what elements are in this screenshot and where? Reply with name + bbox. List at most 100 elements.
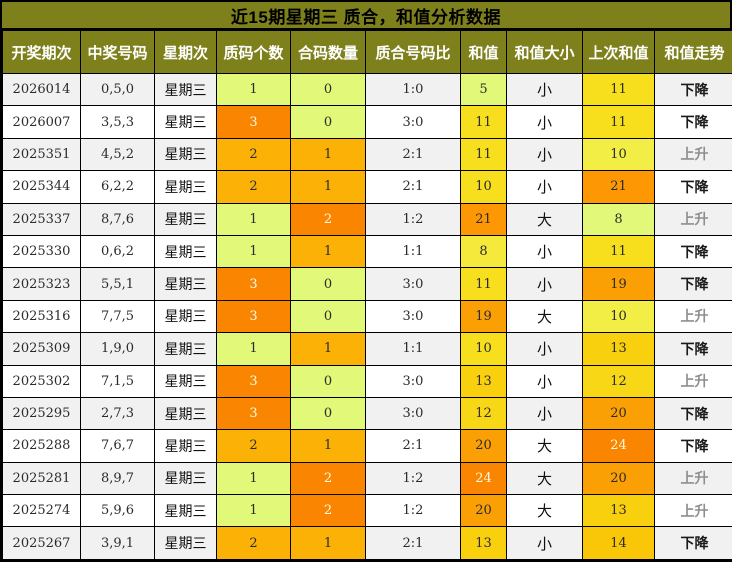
winning-numbers-cell: 7,6,7 — [80, 429, 155, 463]
column-header-1: 中奖号码 — [80, 30, 155, 74]
sum-size-cell: 小 — [506, 396, 583, 431]
sum-size-cell: 大 — [506, 494, 583, 528]
winning-numbers-cell: 8,7,6 — [80, 202, 155, 236]
weekday-cell: 星期三 — [154, 461, 217, 496]
draw-period-cell: 2025274 — [2, 494, 81, 528]
sum-trend-cell: 上升 — [654, 461, 732, 496]
prime-composite-ratio-cell: 2:1 — [365, 526, 461, 560]
column-header-5: 质合号码比 — [365, 30, 461, 74]
sum-trend-cell: 下降 — [654, 429, 732, 463]
sum-size-cell: 小 — [506, 105, 583, 139]
table-body: 2026014 0,5,0 星期三 1 0 1:0 5 小 11 下降 2026007 3,5,3 星期… — [2, 72, 732, 560]
draw-period-cell: 2025316 — [2, 299, 81, 334]
winning-numbers-cell: 1,9,0 — [80, 332, 155, 366]
prime-composite-ratio-cell: 1:1 — [365, 234, 461, 269]
composite-count-cell: 2 — [290, 202, 366, 236]
weekday-cell: 星期三 — [154, 396, 217, 431]
last-sum-cell: 11 — [582, 105, 655, 139]
page-title: 近15期星期三 质合，和值分析数据 — [2, 2, 730, 30]
prime-count-cell: 3 — [216, 105, 291, 139]
prime-count-cell: 2 — [216, 526, 291, 560]
column-header-7: 和值大小 — [506, 30, 583, 74]
sum-trend-cell: 下降 — [654, 105, 732, 139]
sum-value-cell: 8 — [460, 234, 507, 269]
draw-period-cell: 2025302 — [2, 364, 81, 398]
composite-count-cell: 2 — [290, 461, 366, 496]
composite-count-cell: 0 — [290, 364, 366, 398]
composite-count-cell: 1 — [290, 137, 366, 172]
sum-trend-cell: 上升 — [654, 494, 732, 528]
sum-size-cell: 小 — [506, 364, 583, 398]
draw-period-cell: 2026014 — [2, 72, 81, 107]
last-sum-cell: 8 — [582, 202, 655, 236]
draw-period-cell: 2025281 — [2, 461, 81, 496]
weekday-cell: 星期三 — [154, 170, 217, 204]
weekday-cell: 星期三 — [154, 267, 217, 301]
last-sum-cell: 20 — [582, 396, 655, 431]
prime-count-cell: 3 — [216, 299, 291, 334]
last-sum-cell: 21 — [582, 170, 655, 204]
prime-composite-ratio-cell: 3:0 — [365, 267, 461, 301]
prime-composite-ratio-cell: 3:0 — [365, 299, 461, 334]
draw-period-cell: 2025330 — [2, 234, 81, 269]
table-row: 2025309 1,9,0 星期三 1 1 1:1 10 小 13 下降 — [2, 332, 732, 366]
draw-period-cell: 2025309 — [2, 332, 81, 366]
sum-size-cell: 小 — [506, 72, 583, 107]
sum-value-cell: 19 — [460, 299, 507, 334]
prime-count-cell: 1 — [216, 72, 291, 107]
prime-composite-ratio-cell: 1:2 — [365, 202, 461, 236]
table-row: 2025330 0,6,2 星期三 1 1 1:1 8 小 11 下降 — [2, 234, 732, 269]
last-sum-cell: 14 — [582, 526, 655, 560]
winning-numbers-cell: 7,1,5 — [80, 364, 155, 398]
table-row: 2025337 8,7,6 星期三 1 2 1:2 21 大 8 上升 — [2, 202, 732, 236]
column-header-2: 星期次 — [154, 30, 217, 74]
table-row: 2025274 5,9,6 星期三 1 2 1:2 20 大 13 上升 — [2, 494, 732, 528]
sum-trend-cell: 上升 — [654, 137, 732, 172]
winning-numbers-cell: 2,7,3 — [80, 396, 155, 431]
sum-size-cell: 小 — [506, 526, 583, 560]
sum-trend-cell: 下降 — [654, 234, 732, 269]
sum-size-cell: 小 — [506, 170, 583, 204]
column-header-6: 和值 — [460, 30, 507, 74]
winning-numbers-cell: 5,9,6 — [80, 494, 155, 528]
prime-composite-ratio-cell: 3:0 — [365, 396, 461, 431]
draw-period-cell: 2025288 — [2, 429, 81, 463]
table-row: 2026007 3,5,3 星期三 3 0 3:0 11 小 11 下降 — [2, 105, 732, 139]
sum-trend-cell: 上升 — [654, 364, 732, 398]
draw-period-cell: 2025351 — [2, 137, 81, 172]
weekday-cell: 星期三 — [154, 299, 217, 334]
weekday-cell: 星期三 — [154, 72, 217, 107]
weekday-cell: 星期三 — [154, 332, 217, 366]
table-row: 2025267 3,9,1 星期三 2 1 2:1 13 小 14 下降 — [2, 526, 732, 560]
column-header-4: 合码数量 — [290, 30, 366, 74]
prime-count-cell: 1 — [216, 494, 291, 528]
prime-composite-ratio-cell: 1:0 — [365, 72, 461, 107]
prime-count-cell: 3 — [216, 267, 291, 301]
weekday-cell: 星期三 — [154, 526, 217, 560]
prime-composite-ratio-cell: 2:1 — [365, 170, 461, 204]
sum-size-cell: 大 — [506, 461, 583, 496]
sum-size-cell: 小 — [506, 267, 583, 301]
winning-numbers-cell: 0,5,0 — [80, 72, 155, 107]
sum-trend-cell: 下降 — [654, 526, 732, 560]
sum-value-cell: 11 — [460, 137, 507, 172]
column-header-9: 和值走势 — [654, 30, 732, 74]
prime-composite-ratio-cell: 3:0 — [365, 105, 461, 139]
prime-count-cell: 2 — [216, 137, 291, 172]
draw-period-cell: 2025267 — [2, 526, 81, 560]
sum-trend-cell: 下降 — [654, 332, 732, 366]
last-sum-cell: 13 — [582, 494, 655, 528]
composite-count-cell: 1 — [290, 234, 366, 269]
last-sum-cell: 11 — [582, 72, 655, 107]
sum-trend-cell: 上升 — [654, 202, 732, 236]
table-row: 2026014 0,5,0 星期三 1 0 1:0 5 小 11 下降 — [2, 72, 732, 107]
prime-composite-ratio-cell: 2:1 — [365, 429, 461, 463]
last-sum-cell: 10 — [582, 299, 655, 334]
sum-value-cell: 20 — [460, 494, 507, 528]
winning-numbers-cell: 3,5,3 — [80, 105, 155, 139]
sum-value-cell: 13 — [460, 364, 507, 398]
prime-count-cell: 3 — [216, 364, 291, 398]
winning-numbers-cell: 3,9,1 — [80, 526, 155, 560]
sum-size-cell: 小 — [506, 234, 583, 269]
sum-value-cell: 5 — [460, 72, 507, 107]
